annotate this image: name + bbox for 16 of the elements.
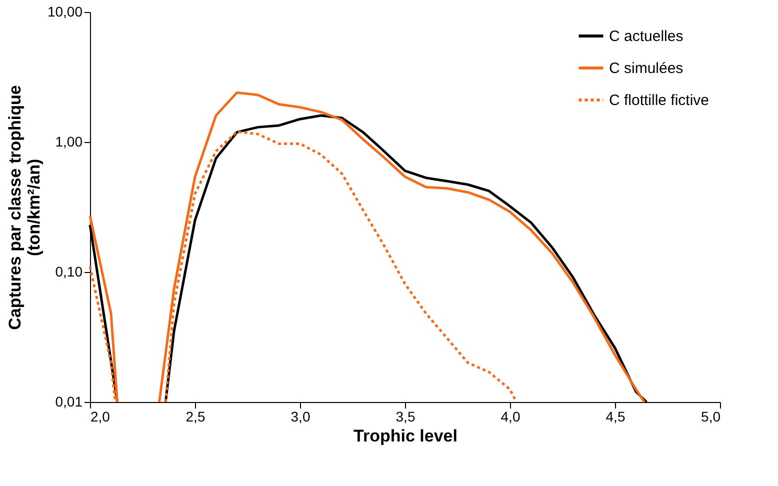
y-tick-label: 0,01 — [55, 394, 83, 410]
x-tick-label: 2,0 — [90, 408, 110, 424]
y-tick-label: 1,00 — [55, 134, 83, 150]
x-tick-label: 4,5 — [606, 408, 626, 424]
legend-label: C simulées — [609, 60, 684, 77]
y-axis-title: Captures par classe trophique (ton/km²/an) — [5, 85, 44, 330]
y-tick-label: 0,10 — [55, 264, 83, 280]
legend-label: C actuelles — [609, 28, 684, 45]
x-tick-label: 3,5 — [396, 408, 416, 424]
x-tick-label: 3,0 — [290, 408, 310, 424]
x-tick-label: 2,5 — [186, 408, 206, 424]
legend-label: C flottille fictive — [609, 92, 710, 109]
x-tick-label: 4,0 — [500, 408, 520, 424]
y-tick-label: 10,00 — [47, 4, 83, 20]
x-tick-label: 5,0 — [701, 408, 721, 424]
x-axis-title: Trophic level — [354, 426, 458, 446]
